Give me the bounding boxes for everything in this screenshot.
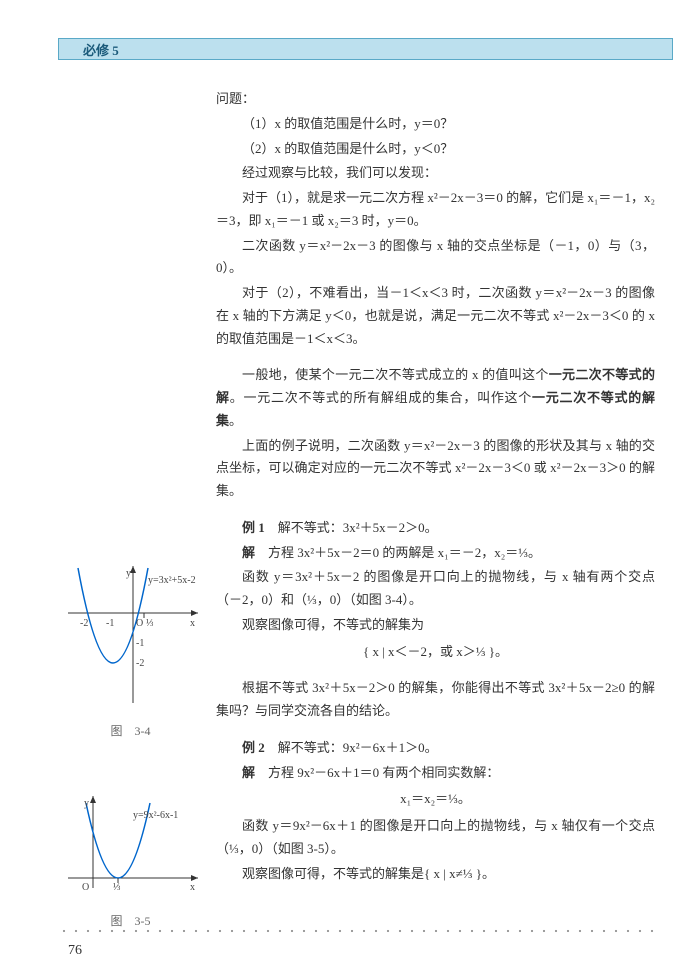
svg-text:-2: -2: [80, 618, 88, 629]
question-1: （1）x 的取值范围是什么时，y＝0？: [216, 113, 655, 136]
example-2: 例 2 解不等式：9x²－6x＋1＞0。: [216, 737, 655, 760]
example-2-label: 例 2: [242, 740, 265, 755]
ex2-sol-3b: { x | x≠⅓ }。: [424, 866, 495, 881]
ex2-sol-text-2: 函数 y＝9x²－6x＋1 的图像是开口向上的抛物线，与 x 轴仅有一个交点（⅓…: [216, 815, 655, 861]
example-2-title: 解不等式：9x²－6x＋1＞0。: [278, 740, 438, 755]
ex2-equation: x₁＝x₂＝⅓。: [216, 788, 655, 811]
figure-3-4-caption: 图 3-4: [58, 721, 203, 742]
paragraph-1: 对于（1），就是求一元二次方程 x²－2x－3＝0 的解，它们是 x₁＝－1，x…: [216, 187, 655, 233]
ex1-sol-text-2: 函数 y＝3x²＋5x－2 的图像是开口向上的抛物线，与 x 轴有两个交点（－2…: [216, 566, 655, 612]
parabola-graph-2: y x O ⅓ y=9x²-6x-1: [58, 788, 203, 898]
example-1-label: 例 1: [242, 520, 265, 535]
svg-text:⅓: ⅓: [146, 618, 154, 629]
definition-paragraph: 一般地，使某个一元二次不等式成立的 x 的值叫这个一元二次不等式的解。一元二次不…: [216, 364, 655, 432]
example-1-solution-line1: 解 方程 3x²＋5x－2＝0 的两解是 x₁＝－2，x₂＝⅓。: [216, 542, 655, 565]
ex1-sol-text-3: 观察图像可得，不等式的解集为: [216, 614, 655, 637]
question-heading: 问题：: [216, 88, 655, 111]
x-axis-label-2: x: [190, 882, 195, 893]
ex2-sol-text-1: 方程 9x²－6x＋1＝0 有两个相同实数解：: [268, 765, 499, 780]
ex1-followup: 根据不等式 3x²＋5x－2＞0 的解集，你能得出不等式 3x²＋5x－2≥0 …: [216, 677, 655, 723]
ex1-sol-text-1: 方程 3x²＋5x－2＝0 的两解是 x₁＝－2，x₂＝⅓。: [268, 545, 541, 560]
svg-text:-1: -1: [106, 618, 114, 629]
curve-label-1: y=3x²+5x-2: [148, 575, 196, 586]
page-number: 76: [68, 943, 82, 959]
page-content: 问题： （1）x 的取值范围是什么时，y＝0？ （2）x 的取值范围是什么时，y…: [58, 88, 655, 887]
x-axis-label: x: [190, 618, 195, 629]
observation-intro: 经过观察与比较，我们可以发现：: [216, 162, 655, 185]
example-1-title: 解不等式：3x²＋5x－2＞0。: [278, 520, 438, 535]
paragraph-3: 对于（2），不难看出，当－1＜x＜3 时，二次函数 y＝x²－2x－3 的图像在…: [216, 282, 655, 350]
figure-3-5: y x O ⅓ y=9x²-6x-1 图 3-5: [58, 788, 203, 932]
chapter-title: 必修 5: [83, 40, 119, 59]
paragraph-4: 上面的例子说明，二次函数 y＝x²－2x－3 的图像的形状及其与 x 轴的交点坐…: [216, 435, 655, 503]
y-axis-label-2: y: [84, 798, 89, 809]
footer-dots: [58, 925, 655, 935]
example-1: 例 1 解不等式：3x²＋5x－2＞0。: [216, 517, 655, 540]
y-axis-label: y: [126, 568, 131, 579]
question-2: （2）x 的取值范围是什么时，y＜0？: [216, 138, 655, 161]
curve-label-2: y=9x²-6x-1: [133, 810, 178, 821]
def-text-1: 一般地，使某个一元二次不等式成立的 x 的值叫这个: [242, 367, 549, 382]
solution-label-1: 解: [242, 545, 255, 560]
chapter-header: 必修 5: [58, 38, 673, 60]
ex2-sol-text-3: 观察图像可得，不等式的解集是{ x | x≠⅓ }。: [216, 863, 655, 886]
paragraph-2: 二次函数 y＝x²－2x－3 的图像与 x 轴的交点坐标是（－1，0）与（3，0…: [216, 235, 655, 281]
figure-3-4: y x -2 -1 O ⅓ -1 -2 y=3x²+5x-2 图 3-4: [58, 558, 203, 742]
def-text-2: 。一元二次不等式的所有解组成的集合，叫作这个: [230, 390, 532, 405]
ex1-solution-set: { x | x＜－2，或 x＞⅓ }。: [216, 641, 655, 664]
svg-text:⅓: ⅓: [113, 882, 121, 893]
example-2-solution-line1: 解 方程 9x²－6x＋1＝0 有两个相同实数解：: [216, 762, 655, 785]
svg-text:-2: -2: [136, 658, 144, 669]
parabola-graph-1: y x -2 -1 O ⅓ -1 -2 y=3x²+5x-2: [58, 558, 203, 708]
solution-label-2: 解: [242, 765, 255, 780]
ex2-sol-3a: 观察图像可得，不等式的解集是: [242, 866, 424, 881]
def-text-3: 。: [229, 413, 242, 428]
svg-text:O: O: [82, 882, 89, 893]
svg-text:-1: -1: [136, 638, 144, 649]
svg-text:O: O: [136, 618, 143, 629]
